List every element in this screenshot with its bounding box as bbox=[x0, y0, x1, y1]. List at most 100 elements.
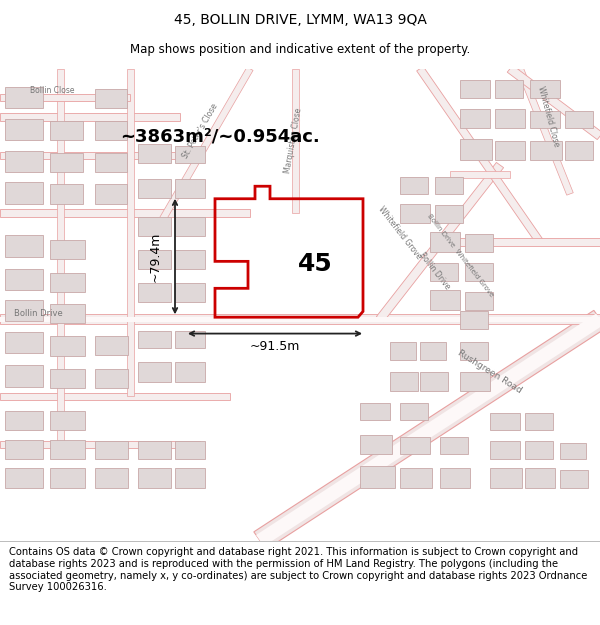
Bar bbox=[95, 468, 128, 488]
Text: Bollin Drive: Bollin Drive bbox=[418, 251, 452, 291]
Bar bbox=[5, 411, 43, 430]
Bar bbox=[175, 146, 205, 163]
Bar bbox=[5, 300, 43, 321]
Bar bbox=[138, 250, 171, 269]
Bar bbox=[50, 304, 85, 323]
Bar bbox=[175, 441, 205, 459]
Text: ~3863m²/~0.954ac.: ~3863m²/~0.954ac. bbox=[120, 127, 320, 145]
Bar bbox=[495, 80, 523, 98]
Bar bbox=[560, 471, 588, 488]
Bar bbox=[95, 121, 127, 140]
Bar bbox=[460, 342, 488, 359]
Bar bbox=[430, 290, 460, 309]
Bar bbox=[50, 240, 85, 259]
Text: Rushgreen Road: Rushgreen Road bbox=[457, 349, 524, 396]
Polygon shape bbox=[430, 238, 600, 246]
Bar bbox=[430, 232, 460, 252]
Bar bbox=[460, 372, 490, 391]
Text: 45, BOLLIN DRIVE, LYMM, WA13 9QA: 45, BOLLIN DRIVE, LYMM, WA13 9QA bbox=[173, 12, 427, 27]
Bar bbox=[138, 282, 171, 302]
Bar bbox=[175, 468, 205, 488]
Polygon shape bbox=[0, 94, 130, 101]
Bar bbox=[400, 437, 430, 454]
Bar bbox=[435, 206, 463, 223]
Bar bbox=[460, 311, 488, 329]
Bar bbox=[50, 439, 85, 459]
Polygon shape bbox=[254, 311, 600, 549]
Text: ~91.5m: ~91.5m bbox=[250, 339, 300, 352]
Bar bbox=[175, 217, 205, 236]
Text: Bollin Close: Bollin Close bbox=[30, 86, 74, 96]
Bar bbox=[50, 152, 83, 172]
Bar bbox=[400, 204, 430, 223]
Bar bbox=[490, 441, 520, 459]
Bar bbox=[50, 336, 85, 356]
Bar bbox=[495, 109, 525, 129]
Bar bbox=[400, 403, 428, 420]
Bar bbox=[175, 250, 205, 269]
Bar bbox=[5, 182, 43, 204]
Bar bbox=[175, 331, 205, 348]
Bar bbox=[530, 141, 562, 160]
Bar bbox=[95, 89, 127, 108]
Bar bbox=[460, 139, 492, 160]
Bar bbox=[490, 412, 520, 430]
Bar bbox=[390, 372, 418, 391]
Bar bbox=[138, 468, 171, 488]
Bar bbox=[95, 152, 127, 172]
Bar bbox=[465, 234, 493, 252]
Bar bbox=[525, 441, 553, 459]
Bar bbox=[50, 121, 83, 140]
Polygon shape bbox=[517, 68, 573, 195]
Bar bbox=[175, 362, 205, 382]
Text: ~79.4m: ~79.4m bbox=[149, 231, 161, 282]
Bar bbox=[50, 468, 85, 488]
Bar bbox=[565, 111, 593, 129]
Bar bbox=[460, 109, 490, 129]
Text: Bollin Drive: Bollin Drive bbox=[14, 309, 62, 318]
Polygon shape bbox=[0, 113, 180, 121]
Text: Whitefield Close: Whitefield Close bbox=[536, 86, 560, 148]
Polygon shape bbox=[416, 67, 544, 244]
Bar bbox=[5, 151, 43, 172]
Bar bbox=[440, 468, 470, 488]
Bar bbox=[138, 144, 171, 163]
Polygon shape bbox=[256, 314, 600, 546]
Bar bbox=[360, 403, 390, 420]
Bar bbox=[5, 366, 43, 386]
Bar bbox=[138, 331, 171, 348]
Polygon shape bbox=[152, 67, 253, 234]
Polygon shape bbox=[0, 441, 200, 448]
Bar bbox=[530, 111, 560, 129]
Bar bbox=[138, 179, 171, 198]
Bar bbox=[525, 412, 553, 430]
Bar bbox=[5, 439, 43, 459]
Bar bbox=[50, 184, 83, 204]
Polygon shape bbox=[0, 392, 230, 399]
Bar bbox=[435, 177, 463, 194]
Bar bbox=[175, 282, 205, 302]
Bar bbox=[530, 80, 560, 98]
Bar bbox=[400, 177, 428, 194]
Text: Marquiston Close: Marquiston Close bbox=[283, 107, 303, 174]
Text: Map shows position and indicative extent of the property.: Map shows position and indicative extent… bbox=[130, 42, 470, 56]
Bar bbox=[95, 336, 128, 355]
Bar bbox=[50, 273, 85, 292]
Polygon shape bbox=[450, 171, 510, 178]
Bar bbox=[5, 332, 43, 353]
Text: Bollin Drive  Whitefield Grove: Bollin Drive Whitefield Grove bbox=[426, 213, 494, 298]
Bar bbox=[138, 362, 171, 382]
Polygon shape bbox=[0, 317, 600, 321]
Bar bbox=[50, 411, 85, 430]
Bar bbox=[430, 263, 458, 281]
Bar bbox=[460, 80, 490, 98]
Polygon shape bbox=[0, 152, 200, 159]
Polygon shape bbox=[376, 162, 503, 322]
Polygon shape bbox=[0, 314, 600, 324]
Bar bbox=[5, 87, 43, 108]
Bar bbox=[5, 468, 43, 488]
Bar bbox=[138, 441, 171, 459]
Bar bbox=[400, 468, 432, 488]
Text: Contains OS data © Crown copyright and database right 2021. This information is : Contains OS data © Crown copyright and d… bbox=[9, 548, 587, 592]
Bar bbox=[95, 369, 128, 389]
